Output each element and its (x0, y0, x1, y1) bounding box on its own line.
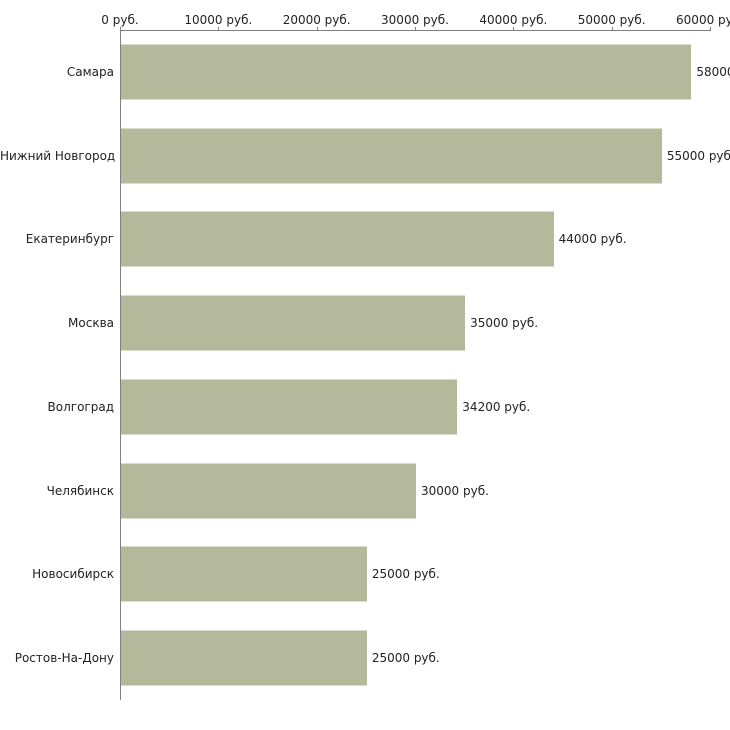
x-tick-label: 40000 руб. (479, 13, 548, 27)
plot-area: Самара 58000 руб. Нижний Новгород 55000 руб… (0, 30, 730, 700)
category-label: Екатеринбург (25, 232, 114, 247)
x-tick-mark (513, 27, 515, 31)
x-tick-mark (120, 27, 121, 31)
bar (121, 295, 466, 351)
bar (121, 44, 692, 100)
bar-rows: Самара 58000 руб. Нижний Новгород 55000 руб… (0, 30, 730, 700)
category-label: Ростов-На-Дону (14, 651, 114, 666)
x-axis-line (120, 30, 710, 31)
chart-row: Волгоград 34200 руб. (48, 365, 710, 449)
bar (121, 546, 367, 602)
chart-row: Самара 58000 руб. (67, 30, 730, 114)
x-tick-label: 50000 руб. (577, 13, 646, 27)
x-tick-label: 30000 руб. (381, 13, 449, 27)
x-tick-label: 0 руб. (101, 13, 139, 27)
chart-row: Екатеринбург 44000 руб. (26, 198, 710, 282)
value-label: 55000 руб. (666, 148, 730, 163)
bar (121, 379, 458, 435)
category-label: Новосибирск (32, 567, 114, 582)
x-tick-mark (415, 27, 416, 31)
x-tick-mark (218, 27, 220, 31)
chart-row: Челябинск 30000 руб. (47, 449, 710, 533)
bar (121, 128, 662, 184)
x-tick-label: 60000 руб. (676, 13, 730, 27)
value-label: 58000 руб. (696, 64, 730, 79)
x-tick-mark (611, 27, 613, 31)
x-tick-label: 10000 руб. (184, 13, 253, 27)
value-label: 30000 руб. (421, 483, 489, 498)
x-tick-label: 20000 руб. (282, 13, 351, 27)
category-label: Самара (66, 64, 114, 79)
value-label: 34200 руб. (462, 399, 531, 414)
chart-row: Нижний Новгород 55000 руб. (0, 114, 730, 198)
x-tick-mark (316, 27, 318, 31)
value-label: 25000 руб. (371, 567, 440, 582)
value-label: 44000 руб. (558, 232, 627, 247)
category-label: Нижний Новгород (0, 148, 116, 163)
value-label: 35000 руб. (470, 316, 539, 331)
category-label: Москва (68, 316, 114, 331)
chart-row: Новосибирск 25000 руб. (32, 533, 710, 617)
bar (121, 211, 554, 267)
value-label: 25000 руб. (371, 651, 440, 666)
category-label: Волгоград (47, 399, 114, 414)
bar (121, 630, 367, 686)
x-tick-mark (710, 27, 711, 31)
chart-row: Москва 35000 руб. (68, 281, 710, 365)
chart-row: Ростов-На-Дону 25000 руб. (15, 616, 710, 700)
category-label: Челябинск (46, 483, 114, 498)
y-axis-line (120, 30, 121, 700)
bar (121, 463, 416, 519)
